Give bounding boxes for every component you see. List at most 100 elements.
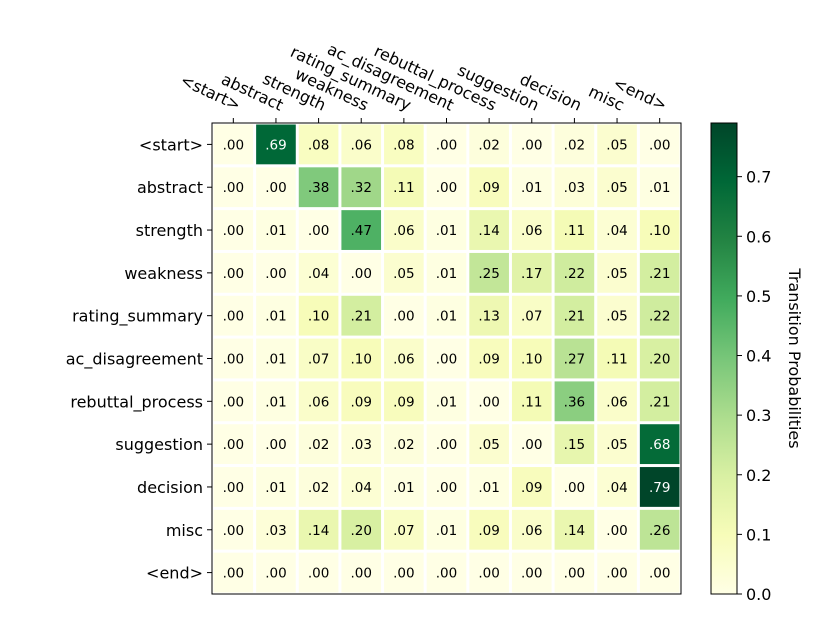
cell-value-label: .14 xyxy=(308,523,329,539)
heatmap-cell xyxy=(341,381,382,422)
heatmap-cell xyxy=(554,509,595,550)
heatmap-cell xyxy=(298,381,339,422)
cell-value-label: .00 xyxy=(564,480,585,496)
heatmap-cell xyxy=(426,381,467,422)
cell-value-label: .79 xyxy=(649,480,670,496)
cell-value-label: .20 xyxy=(649,352,670,368)
cell-value-label: .03 xyxy=(350,437,371,453)
heatmap-cell xyxy=(256,210,296,250)
heatmap-cell xyxy=(554,381,595,422)
cell-value-label: .00 xyxy=(436,437,457,453)
cell-value-label: .00 xyxy=(478,566,499,582)
heatmap-cell xyxy=(341,295,382,336)
cell-value-label: .00 xyxy=(223,523,244,539)
heatmap-cells: .00 .69 .08 .06 .08 .00 .02 .00 .02 .05 .00 .00 .00.… xyxy=(213,124,680,593)
cell-value-label: .36 xyxy=(564,394,585,410)
heatmap-cell xyxy=(213,167,254,208)
heatmap-cell xyxy=(298,338,339,379)
colorbar-tick-label: 0.0 xyxy=(746,585,771,604)
heatmap-cell xyxy=(597,467,637,507)
cell-value-label: .27 xyxy=(564,352,585,368)
heatmap-cell xyxy=(426,210,467,250)
heatmap-cell xyxy=(298,210,339,250)
heatmap-cell xyxy=(597,552,637,593)
heatmap-cell xyxy=(511,338,552,379)
heatmap-cell xyxy=(426,124,467,165)
heatmap-cell xyxy=(426,552,467,593)
cell-value-label: .09 xyxy=(350,394,371,410)
cell-value-label: .01 xyxy=(436,394,457,410)
heatmap-cell xyxy=(554,167,595,208)
cell-value-label: .15 xyxy=(564,437,585,453)
heatmap-cell xyxy=(469,295,509,336)
heatmap-cell xyxy=(426,424,467,465)
heatmap-cell xyxy=(554,338,595,379)
cell-value-label: .09 xyxy=(521,480,542,496)
cell-value-label: .01 xyxy=(436,309,457,325)
heatmap-cell xyxy=(554,424,595,465)
cell-value-label: .05 xyxy=(606,437,627,453)
cell-value-label: .32 xyxy=(350,180,371,196)
cell-value-label: .68 xyxy=(649,437,670,453)
heatmap-cell xyxy=(384,509,424,550)
cell-value-label: .00 xyxy=(350,266,371,282)
heatmap-cell xyxy=(256,467,296,507)
cell-value-label: .00 xyxy=(265,566,286,582)
heatmap-cell xyxy=(384,552,424,593)
cell-value-label: .07 xyxy=(521,309,542,325)
cell-value-label: .06 xyxy=(393,352,414,368)
heatmap-cell xyxy=(384,124,424,165)
heatmap-cell xyxy=(298,295,339,336)
cell-value-label: .08 xyxy=(393,137,414,153)
cell-value-label: .10 xyxy=(649,223,670,239)
heatmap-cell xyxy=(554,552,595,593)
heatmap-cell xyxy=(213,210,254,250)
cell-value-label: .14 xyxy=(564,523,585,539)
heatmap-cell xyxy=(639,424,680,465)
cell-value-label: .11 xyxy=(606,352,627,368)
cell-value-label: .11 xyxy=(393,180,414,196)
heatmap-cell xyxy=(554,124,595,165)
heatmap-cell xyxy=(341,424,382,465)
cell-value-label: .21 xyxy=(649,394,670,410)
cell-value-label: .04 xyxy=(606,223,627,239)
cell-value-label: .01 xyxy=(265,309,286,325)
cell-value-label: .69 xyxy=(265,137,286,153)
cell-value-label: .06 xyxy=(350,137,371,153)
cell-value-label: .07 xyxy=(308,352,329,368)
cell-value-label: .04 xyxy=(308,266,329,282)
heatmap-cell xyxy=(639,338,680,379)
heatmap-cell xyxy=(341,509,382,550)
heatmap-cell xyxy=(384,338,424,379)
heatmap-cell xyxy=(384,424,424,465)
heatmap-cell xyxy=(256,552,296,593)
heatmap-cell xyxy=(298,167,339,208)
cell-value-label: .00 xyxy=(436,480,457,496)
heatmap-cell xyxy=(511,509,552,550)
cell-value-label: .00 xyxy=(393,309,414,325)
heatmap-cell xyxy=(597,167,637,208)
cell-value-label: .21 xyxy=(649,266,670,282)
cell-value-label: .04 xyxy=(606,480,627,496)
heatmap-cell xyxy=(511,467,552,507)
cell-value-label: .00 xyxy=(436,352,457,368)
heatmap-cell xyxy=(298,424,339,465)
heatmap-cell xyxy=(597,509,637,550)
heatmap-cell xyxy=(469,467,509,507)
cell-value-label: .00 xyxy=(649,566,670,582)
cell-value-label: .06 xyxy=(393,223,414,239)
cell-value-label: .11 xyxy=(521,394,542,410)
cell-value-label: .06 xyxy=(521,223,542,239)
cell-value-label: .01 xyxy=(436,523,457,539)
y-tick-label: abstract xyxy=(137,178,203,197)
cell-value-label: .00 xyxy=(265,266,286,282)
heatmap-cell xyxy=(639,124,680,165)
cell-value-label: .03 xyxy=(265,523,286,539)
heatmap-cell xyxy=(256,124,296,165)
heatmap-cell xyxy=(511,124,552,165)
y-tick-label: weakness xyxy=(124,264,203,283)
heatmap-cell xyxy=(511,552,552,593)
heatmap-cell xyxy=(256,167,296,208)
y-tick-label: misc xyxy=(166,521,203,540)
heatmap-cell xyxy=(511,381,552,422)
